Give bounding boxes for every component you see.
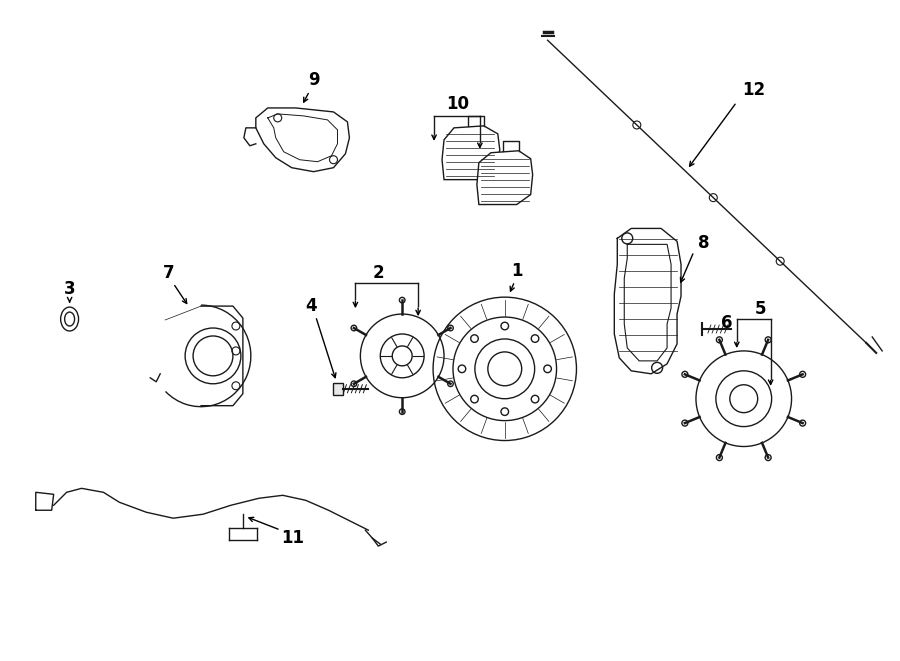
Circle shape	[716, 455, 723, 461]
Text: 5: 5	[755, 300, 767, 318]
Circle shape	[447, 325, 454, 330]
Text: 7: 7	[164, 264, 175, 282]
Text: 10: 10	[446, 95, 470, 113]
Circle shape	[447, 381, 454, 387]
Circle shape	[776, 257, 784, 265]
Polygon shape	[477, 151, 533, 204]
Text: 3: 3	[64, 280, 76, 298]
Circle shape	[709, 194, 717, 202]
Text: 2: 2	[373, 264, 384, 282]
Circle shape	[400, 297, 405, 303]
Circle shape	[765, 455, 771, 461]
Text: 6: 6	[721, 314, 733, 332]
Text: 8: 8	[698, 235, 710, 253]
Text: 12: 12	[742, 81, 765, 99]
Polygon shape	[256, 108, 349, 172]
Polygon shape	[442, 126, 500, 180]
Circle shape	[716, 337, 723, 343]
Text: 1: 1	[511, 262, 523, 280]
Circle shape	[351, 381, 356, 387]
Circle shape	[765, 337, 771, 343]
Text: 4: 4	[305, 297, 317, 315]
Circle shape	[800, 420, 806, 426]
Circle shape	[400, 409, 405, 414]
Circle shape	[682, 371, 688, 377]
Text: 9: 9	[308, 71, 320, 89]
Circle shape	[682, 420, 688, 426]
FancyBboxPatch shape	[334, 383, 344, 395]
Text: 11: 11	[281, 529, 304, 547]
Circle shape	[185, 328, 241, 384]
Circle shape	[800, 371, 806, 377]
Circle shape	[351, 325, 356, 330]
Circle shape	[633, 121, 641, 129]
